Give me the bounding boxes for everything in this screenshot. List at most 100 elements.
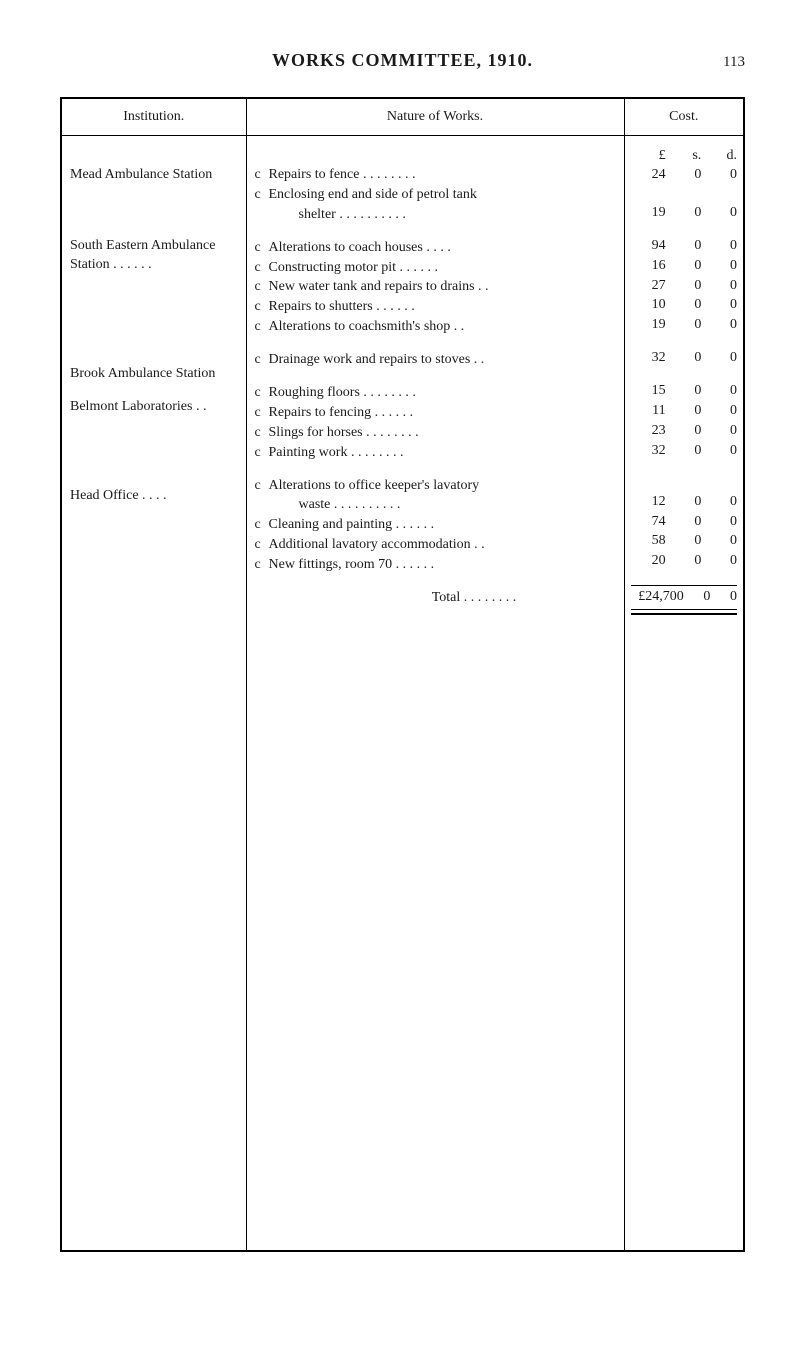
pence-symbol: d. — [702, 148, 737, 164]
institution-block: Brook Ambulance Station — [70, 365, 238, 384]
work-line: cAlterations to coachsmith's shop . . — [255, 318, 616, 337]
total-pence: 0 — [710, 588, 737, 607]
cost-d: 0 — [702, 204, 737, 223]
cost-s: 0 — [666, 277, 701, 296]
cost-line: 2400 — [631, 166, 738, 185]
work-description: Enclosing end and side of petrol tank — [269, 186, 616, 205]
page-title: WORKS COMMITTEE, 1910. — [100, 50, 705, 71]
cost-d: 0 — [702, 277, 737, 296]
cost-line: 1900 — [631, 204, 738, 223]
cost-l: 15 — [631, 382, 666, 401]
cost-l: 20 — [631, 552, 666, 571]
total-cost: £24,700 0 0 — [631, 588, 738, 607]
page-number: 113 — [705, 54, 745, 71]
cost-s: 0 — [666, 237, 701, 256]
c-tag: c — [255, 444, 269, 463]
cost-l: 74 — [631, 513, 666, 532]
c-tag: c — [255, 166, 269, 185]
work-description: Repairs to fence . . . . . . . . — [269, 166, 616, 185]
work-line: cRepairs to fencing . . . . . . — [255, 404, 616, 423]
work-line: cConstructing motor pit . . . . . . — [255, 259, 616, 278]
cost-line: 2700 — [631, 277, 738, 296]
cost-s: 0 — [666, 493, 701, 512]
work-description: Additional lavatory accommodation . . — [269, 536, 616, 555]
work-description: waste . . . . . . . . . . — [269, 496, 616, 515]
work-description: Slings for horses . . . . . . . . — [269, 424, 616, 443]
cost-blank — [631, 186, 738, 204]
nature-block: cRepairs to fence . . . . . . . .cEnclos… — [255, 166, 616, 225]
cost-l: 19 — [631, 204, 666, 223]
work-line: cDrainage work and repairs to stoves . . — [255, 351, 616, 370]
total-pounds: £24,700 — [631, 588, 684, 607]
work-line: cNew water tank and repairs to drains . … — [255, 278, 616, 297]
cost-l: 10 — [631, 296, 666, 315]
works-table: Institution. Nature of Works. Cost. Mead… — [60, 97, 745, 1252]
c-tag: c — [255, 477, 269, 496]
institution-name: Head Office . . . . — [70, 487, 238, 506]
nature-block: cRoughing floors . . . . . . . .cRepairs… — [255, 384, 616, 463]
institution-block: South Eastern Ambulance Station . . . . … — [70, 237, 238, 351]
c-tag: c — [255, 556, 269, 575]
work-line: cRoughing floors . . . . . . . . — [255, 384, 616, 403]
total-rule-top — [631, 585, 738, 586]
cost-d: 0 — [702, 382, 737, 401]
document-page: WORKS COMMITTEE, 1910. 113 Institution. … — [0, 0, 800, 1292]
cost-s: 0 — [666, 422, 701, 441]
cost-d: 0 — [702, 552, 737, 571]
cost-line: 7400 — [631, 513, 738, 532]
work-line: cAlterations to coach houses . . . . — [255, 239, 616, 258]
table-body-row: Mead Ambulance Station South Eastern Ambu… — [61, 136, 744, 1251]
work-description: New fittings, room 70 . . . . . . — [269, 556, 616, 575]
work-line: cEnclosing end and side of petrol tank — [255, 186, 616, 205]
total-label: Total . . . . . . . . — [269, 589, 616, 608]
cost-l: 12 — [631, 493, 666, 512]
pound-symbol: £ — [631, 148, 666, 164]
cost-s: 0 — [666, 316, 701, 335]
work-line: waste . . . . . . . . . . — [255, 496, 616, 515]
cost-d: 0 — [702, 316, 737, 335]
c-tag: c — [255, 536, 269, 555]
cost-s: 0 — [666, 257, 701, 276]
institution-cell: Mead Ambulance Station South Eastern Ambu… — [61, 136, 246, 1251]
work-description: Alterations to office keeper's lavatory — [269, 477, 616, 496]
cost-s: 0 — [666, 552, 701, 571]
work-line: cRepairs to shutters . . . . . . — [255, 298, 616, 317]
col-cost: Cost. — [624, 98, 744, 136]
cost-block: 1500110023003200 — [631, 382, 738, 461]
cost-l: 16 — [631, 257, 666, 276]
cost-d: 0 — [702, 422, 737, 441]
c-tag: c — [255, 404, 269, 423]
work-description: Alterations to coach houses . . . . — [269, 239, 616, 258]
cost-s: 0 — [666, 382, 701, 401]
cost-s: 0 — [666, 532, 701, 551]
cost-d: 0 — [702, 532, 737, 551]
cost-l: 19 — [631, 316, 666, 335]
table-header-row: Institution. Nature of Works. Cost. — [61, 98, 744, 136]
cost-l: 32 — [631, 349, 666, 368]
nature-block: cDrainage work and repairs to stoves . . — [255, 351, 616, 370]
work-line: cSlings for horses . . . . . . . . — [255, 424, 616, 443]
cost-d: 0 — [702, 237, 737, 256]
cost-l: 32 — [631, 442, 666, 461]
cost-line: 3200 — [631, 442, 738, 461]
cost-s: 0 — [666, 513, 701, 532]
page-header: WORKS COMMITTEE, 1910. 113 — [60, 50, 745, 71]
c-tag: c — [255, 516, 269, 535]
cost-block: 1200740058002000 — [631, 475, 738, 572]
cost-block: 2400 1900 — [631, 166, 738, 223]
institution-name: South Eastern Ambulance Station . . . . … — [70, 237, 238, 275]
nature-cell: cRepairs to fence . . . . . . . .cEnclos… — [246, 136, 624, 1251]
institution-block: Head Office . . . . — [70, 487, 238, 582]
cost-line: 1900 — [631, 316, 738, 335]
nature-block: cAlterations to office keeper's lavatory… — [255, 477, 616, 575]
work-description: shelter . . . . . . . . . . — [269, 206, 616, 225]
cost-blank — [631, 475, 738, 493]
c-tag: c — [255, 384, 269, 403]
cost-l: 94 — [631, 237, 666, 256]
cost-line: 2300 — [631, 422, 738, 441]
work-line: cAdditional lavatory accommodation . . — [255, 536, 616, 555]
c-tag: c — [255, 259, 269, 278]
institution-name: Mead Ambulance Station — [70, 166, 238, 185]
cost-line: 2000 — [631, 552, 738, 571]
work-line: cPainting work . . . . . . . . — [255, 444, 616, 463]
